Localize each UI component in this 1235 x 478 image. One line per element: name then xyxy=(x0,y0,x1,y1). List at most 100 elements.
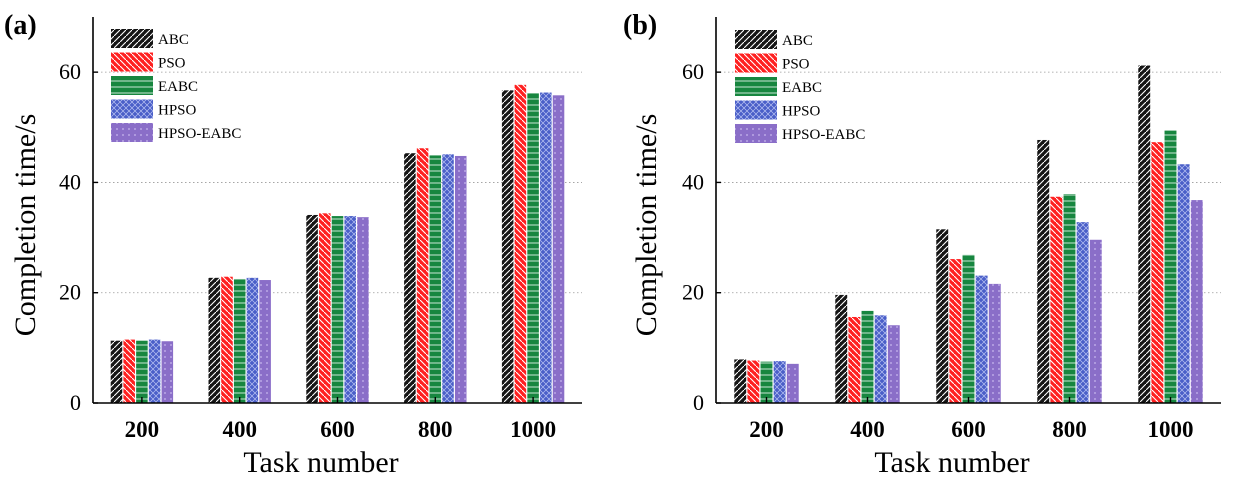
panel-a-axes xyxy=(92,17,582,404)
panel-b: (b) Completion time/s Task number 0 20 4… xyxy=(623,10,1221,478)
legend-swatch-hpso-eabc xyxy=(735,124,777,143)
bar-eabc-1000 xyxy=(1164,130,1177,403)
panel-a-y-ticks: 0 20 40 60 xyxy=(59,59,81,415)
legend-swatch-hpso-eabc xyxy=(111,123,153,142)
bar-abc-400 xyxy=(835,294,848,403)
panel-b-y-tick: 60 xyxy=(682,59,704,84)
bar-pso-800 xyxy=(1050,196,1063,403)
bar-hpso-eabc-600 xyxy=(357,217,369,403)
bar-hpso-eabc-600 xyxy=(988,283,1001,403)
panel-b-y-tick: 20 xyxy=(682,280,704,305)
bar-eabc-200 xyxy=(760,361,773,403)
panel-a-y-tick: 20 xyxy=(59,280,81,305)
panel-a-y-axis-title: Completion time/s xyxy=(9,114,42,337)
bar-hpso-eabc-200 xyxy=(786,363,799,403)
panel-a-y-tick: 0 xyxy=(70,390,81,415)
bar-hpso-eabc-1000 xyxy=(1190,200,1203,403)
panel-a-legend: ABC PSO EABC HPSO HPSO-EABC xyxy=(111,29,241,142)
bar-pso-200 xyxy=(747,360,760,403)
bar-eabc-1000 xyxy=(527,93,539,404)
bar-eabc-400 xyxy=(233,278,246,403)
panel-b-x-tick: 200 xyxy=(749,417,784,442)
bar-hpso-eabc-800 xyxy=(1089,239,1102,403)
bar-abc-1000 xyxy=(1138,65,1151,404)
panel-b-axes xyxy=(715,17,1221,404)
panel-a: (a) Completion time/s Task number 0 20 4… xyxy=(4,10,582,478)
legend-swatch-pso xyxy=(111,52,153,72)
bar-pso-400 xyxy=(221,276,233,403)
panel-a-bars xyxy=(110,84,565,404)
bar-hpso-200 xyxy=(148,339,161,403)
bar-eabc-600 xyxy=(331,216,344,403)
bar-hpso-1000 xyxy=(1177,164,1190,403)
panel-b-y-tick: 40 xyxy=(682,169,704,194)
panel-a-legend-label: ABC xyxy=(158,32,189,48)
panel-a-x-tick: 200 xyxy=(125,417,160,442)
panel-a-legend-label: EABC xyxy=(158,79,198,95)
panel-b-legend: ABC PSO EABC HPSO HPSO-EABC xyxy=(735,30,865,143)
legend-swatch-abc xyxy=(735,30,777,49)
panel-b-x-axis-title: Task number xyxy=(874,446,1029,478)
bar-hpso-eabc-1000 xyxy=(552,95,565,403)
bar-eabc-800 xyxy=(1063,194,1076,403)
panel-a-x-ticks: 200 400 600 800 1000 xyxy=(125,417,556,442)
panel-a-x-tick: 600 xyxy=(320,417,355,442)
panel-a-legend-label: PSO xyxy=(158,56,186,72)
bar-abc-1000 xyxy=(501,90,514,403)
panel-a-y-tick: 60 xyxy=(59,59,81,84)
panel-b-legend-label: HPSO xyxy=(782,104,821,120)
panel-b-x-tick: 400 xyxy=(850,417,885,442)
panel-b-label: (b) xyxy=(623,10,657,41)
bar-eabc-600 xyxy=(962,254,975,403)
panel-b-x-tick: 800 xyxy=(1052,417,1087,442)
bar-pso-600 xyxy=(319,213,331,403)
panel-a-x-tick: 400 xyxy=(222,417,257,442)
legend-swatch-hpso xyxy=(111,99,153,119)
bar-hpso-eabc-200 xyxy=(161,341,174,403)
legend-swatch-abc xyxy=(111,29,153,48)
panel-b-bars xyxy=(734,65,1203,404)
panel-b-legend-label: EABC xyxy=(782,80,822,96)
bar-eabc-400 xyxy=(861,310,874,403)
panel-a-x-axis-title: Task number xyxy=(243,446,398,478)
panel-b-x-tick: 1000 xyxy=(1148,417,1194,442)
panel-a-legend-label: HPSO xyxy=(158,103,197,119)
bar-pso-800 xyxy=(416,148,429,403)
panel-b-legend-label: ABC xyxy=(782,33,813,49)
bar-abc-600 xyxy=(306,214,318,403)
panel-b-y-ticks: 0 20 40 60 xyxy=(682,59,704,415)
bar-hpso-800 xyxy=(1076,222,1089,403)
bar-abc-200 xyxy=(110,340,123,403)
bar-hpso-600 xyxy=(975,275,988,403)
legend-swatch-eabc xyxy=(111,76,153,95)
bar-pso-200 xyxy=(123,339,135,403)
bar-pso-1000 xyxy=(514,84,527,403)
bar-pso-400 xyxy=(848,316,861,403)
bar-pso-600 xyxy=(949,259,962,403)
legend-swatch-pso xyxy=(735,53,777,73)
panel-b-y-tick: 0 xyxy=(693,390,704,415)
bar-abc-800 xyxy=(404,153,416,403)
bar-hpso-800 xyxy=(442,154,454,403)
bar-abc-800 xyxy=(1037,139,1050,403)
panel-a-x-tick: 800 xyxy=(418,417,453,442)
legend-swatch-eabc xyxy=(735,77,777,96)
panel-b-legend-label: HPSO-EABC xyxy=(782,127,865,143)
bar-eabc-800 xyxy=(429,155,442,403)
panel-a-y-tick: 40 xyxy=(59,169,81,194)
bar-hpso-400 xyxy=(246,277,259,403)
bar-pso-1000 xyxy=(1151,142,1164,403)
legend-swatch-hpso xyxy=(735,100,777,120)
bar-hpso-1000 xyxy=(540,92,552,403)
bar-abc-200 xyxy=(734,359,747,403)
panel-a-legend-label: HPSO-EABC xyxy=(158,126,241,142)
bar-hpso-eabc-400 xyxy=(887,325,900,403)
panel-b-x-tick: 600 xyxy=(951,417,986,442)
bar-hpso-400 xyxy=(874,315,887,403)
panel-a-label: (a) xyxy=(4,10,37,41)
panel-a-x-tick: 1000 xyxy=(510,417,556,442)
bar-abc-400 xyxy=(208,277,221,403)
bar-abc-600 xyxy=(936,229,949,403)
